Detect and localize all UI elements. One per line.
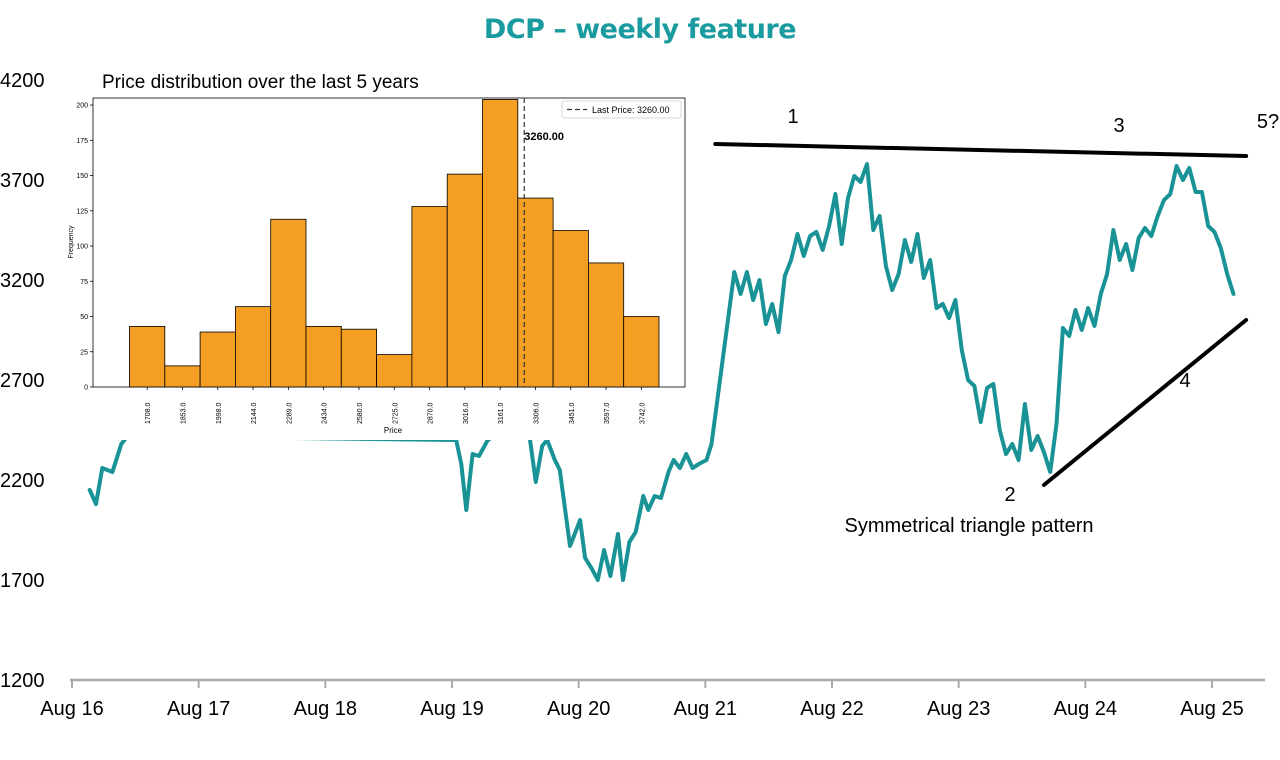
histogram-bar bbox=[305, 325, 342, 388]
histogram-legend: Last Price: 3260.00 bbox=[561, 100, 682, 119]
point-label-4: 4 bbox=[1179, 370, 1190, 392]
histogram-bar bbox=[199, 331, 236, 388]
histogram-y-tick-label: 75 bbox=[80, 279, 88, 286]
histogram-axes: 1708.0 1853.0 1998.0 2144.0 2289.0 2434.0 2580… bbox=[76, 103, 646, 424]
x-tick-label: Aug 21 bbox=[674, 698, 737, 720]
price-series-line bbox=[87, 162, 1236, 582]
histogram-bars bbox=[129, 99, 660, 388]
x-tick-label: Aug 16 bbox=[40, 698, 103, 720]
histogram-bar bbox=[623, 316, 660, 388]
x-tick-label: Aug 24 bbox=[1054, 698, 1117, 720]
histogram-y-tick-label: 25 bbox=[80, 349, 88, 356]
histogram-bar bbox=[411, 206, 448, 388]
histogram-x-tick-label: 3306.0 bbox=[533, 402, 540, 424]
y-tick-label: 1200 bbox=[0, 670, 45, 692]
inset-title: Price distribution over the last 5 years bbox=[102, 72, 419, 93]
legend-box bbox=[561, 100, 682, 119]
y-tick-label: 1700 bbox=[0, 570, 45, 592]
histogram-x-tick-label: 2725.0 bbox=[392, 402, 399, 424]
x-tick-label: Aug 22 bbox=[800, 698, 863, 720]
histogram-ylabel: Frequency bbox=[68, 225, 75, 259]
x-tick-label: Aug 25 bbox=[1180, 698, 1243, 720]
histogram-bar bbox=[588, 262, 625, 388]
point-label-5: 5? bbox=[1257, 111, 1279, 133]
histogram-x-tick-label: 3161.0 bbox=[498, 402, 505, 424]
y-tick-label: 4200 bbox=[0, 70, 45, 92]
histogram-x-tick-label: 2434.0 bbox=[322, 402, 329, 424]
histogram-bar bbox=[517, 197, 554, 388]
histogram-y-tick-label: 0 bbox=[84, 385, 88, 392]
histogram-y-tick-label: 150 bbox=[76, 173, 88, 180]
histogram-y-tick-label: 125 bbox=[76, 208, 88, 215]
histogram-bar bbox=[164, 365, 201, 388]
histogram-x-tick-label: 2144.0 bbox=[251, 402, 258, 424]
histogram-bar bbox=[482, 99, 519, 388]
histogram-x-tick-label: 2289.0 bbox=[286, 402, 293, 424]
histogram-y-tick-label: 175 bbox=[76, 138, 88, 145]
x-tick-label: Aug 23 bbox=[927, 698, 990, 720]
main-axes: Aug 16 Aug 17 Aug 18 Aug 19 Aug 20 Aug 21 Aug … bbox=[0, 70, 1265, 720]
histogram-inset: Price distribution over the last 5 years… bbox=[68, 68, 692, 440]
histogram-bar bbox=[270, 218, 307, 388]
pattern-label: Symmetrical triangle pattern bbox=[845, 515, 1094, 537]
histogram-x-tick-label: 2870.0 bbox=[428, 402, 435, 424]
histogram-x-tick-label: 3742.0 bbox=[639, 402, 646, 424]
x-tick-label: Aug 18 bbox=[294, 698, 357, 720]
histogram-y-tick-label: 100 bbox=[76, 244, 88, 251]
histogram-bar bbox=[129, 325, 166, 388]
x-tick-label: Aug 19 bbox=[420, 698, 483, 720]
histogram-y-tick-label: 50 bbox=[80, 314, 88, 321]
page-title: DCP – weekly feature bbox=[483, 14, 797, 45]
histogram-bar bbox=[446, 173, 483, 388]
point-label-3: 3 bbox=[1113, 115, 1124, 137]
x-tick-label: Aug 20 bbox=[547, 698, 610, 720]
legend-label: Last Price: 3260.00 bbox=[592, 105, 670, 115]
histogram-x-tick-label: 1708.0 bbox=[145, 402, 152, 424]
upper-trendline bbox=[713, 142, 1249, 158]
y-tick-label: 2200 bbox=[0, 470, 45, 492]
trendlines bbox=[713, 142, 1249, 487]
y-tick-label: 2700 bbox=[0, 370, 45, 392]
histogram-bar bbox=[340, 328, 377, 388]
point-label-1: 1 bbox=[787, 106, 798, 128]
y-tick-label: 3700 bbox=[0, 170, 45, 192]
x-tick-label: Aug 17 bbox=[167, 698, 230, 720]
lower-trendline bbox=[1041, 318, 1249, 487]
last-price-label: 3260.00 bbox=[524, 131, 564, 143]
histogram-x-tick-label: 3016.0 bbox=[463, 402, 470, 424]
histogram-xlabel: Price bbox=[384, 426, 403, 435]
y-tick-label: 3200 bbox=[0, 270, 45, 292]
pattern-annotations: 1 2 3 4 5? Symmetrical triangle pattern bbox=[787, 106, 1279, 537]
histogram-x-tick-label: 1853.0 bbox=[180, 402, 187, 424]
point-label-2: 2 bbox=[1004, 484, 1015, 506]
histogram-x-tick-label: 3451.0 bbox=[569, 402, 576, 424]
histogram-bar bbox=[376, 354, 413, 388]
histogram-x-tick-label: 1998.0 bbox=[216, 402, 223, 424]
histogram-x-tick-label: 3597.0 bbox=[604, 402, 611, 424]
histogram-bar bbox=[552, 230, 589, 388]
histogram-x-tick-label: 2580.0 bbox=[357, 402, 364, 424]
histogram-bar bbox=[234, 306, 272, 388]
histogram-y-tick-label: 200 bbox=[76, 103, 88, 110]
